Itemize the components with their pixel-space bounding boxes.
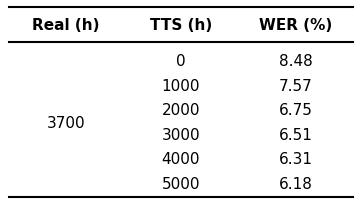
Text: 2000: 2000 [162, 103, 200, 118]
Text: 5000: 5000 [162, 177, 200, 192]
Text: 6.18: 6.18 [279, 177, 313, 192]
Text: Real (h): Real (h) [32, 18, 100, 33]
Text: 3700: 3700 [47, 116, 85, 131]
Text: 6.51: 6.51 [279, 128, 313, 143]
Text: 1000: 1000 [162, 79, 200, 94]
Text: 0: 0 [176, 54, 186, 69]
Text: 7.57: 7.57 [279, 79, 313, 94]
Text: 8.48: 8.48 [279, 54, 313, 69]
Text: 4000: 4000 [162, 152, 200, 167]
Text: 6.31: 6.31 [279, 152, 313, 167]
Text: 6.75: 6.75 [279, 103, 313, 118]
Text: WER (%): WER (%) [259, 18, 333, 33]
Text: TTS (h): TTS (h) [150, 18, 212, 33]
Text: 3000: 3000 [162, 128, 200, 143]
